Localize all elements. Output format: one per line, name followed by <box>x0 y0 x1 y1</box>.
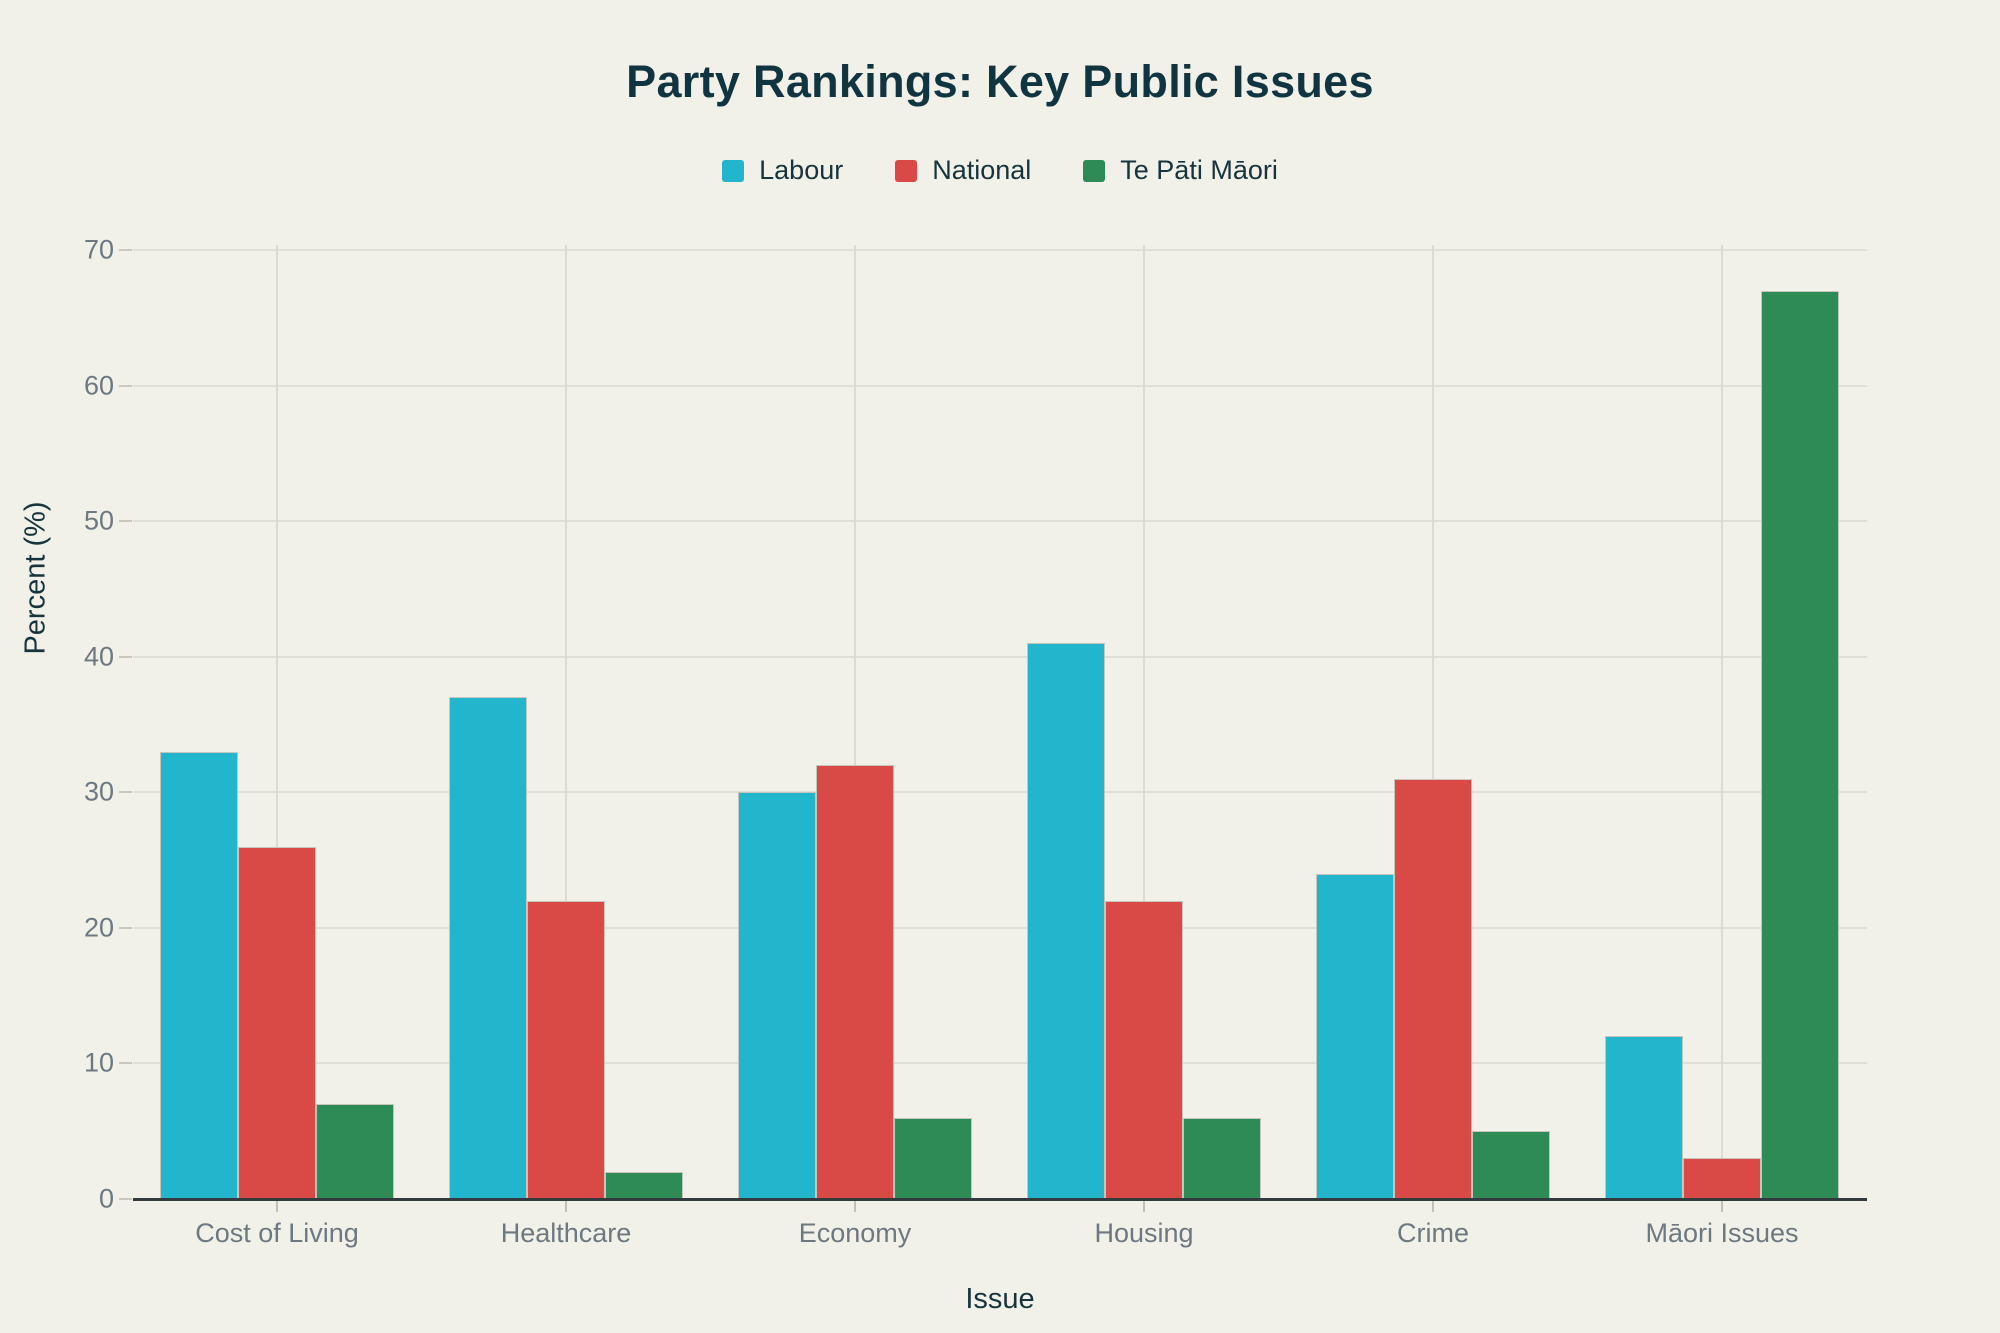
legend-label-national: National <box>932 155 1032 185</box>
legend-label-labour: Labour <box>759 155 844 185</box>
legend-label-te-pati-maori: Te Pāti Māori <box>1120 155 1278 185</box>
gridline-vertical-economy <box>854 245 856 1199</box>
legend-swatch-labour-icon <box>722 159 745 182</box>
y-axis-tick-40 <box>119 655 132 658</box>
x-axis-tick-crime <box>1432 1201 1434 1212</box>
gridline-vertical-cost-of-living <box>276 245 278 1199</box>
y-axis-tick-label-20: 20 <box>83 912 114 943</box>
y-axis-tick-label-60: 60 <box>83 370 114 401</box>
bar-te-pati-maori-maori-issues <box>1761 290 1839 1199</box>
chart-title: Party Rankings: Key Public Issues <box>626 56 1374 107</box>
legend-swatch-national-icon <box>895 159 918 182</box>
gridline-horizontal-50 <box>133 520 1867 523</box>
y-axis-tick-50 <box>119 520 132 523</box>
bar-labour-healthcare <box>449 697 527 1199</box>
bar-te-pati-maori-crime <box>1472 1131 1550 1199</box>
x-axis-tick-label-healthcare: Healthcare <box>500 1218 632 1248</box>
legend: Labour National Te Pāti Māori <box>0 155 2000 186</box>
x-axis-tick-healthcare <box>565 1201 567 1212</box>
y-axis-tick-0 <box>119 1198 132 1200</box>
y-axis-tick-label-0: 0 <box>98 1183 114 1214</box>
bar-national-maori-issues <box>1683 1158 1761 1199</box>
y-axis-tick-70 <box>119 249 132 251</box>
y-axis-tick-10 <box>119 1062 132 1065</box>
legend-item-te-pati-maori: Te Pāti Māori <box>1083 155 1278 186</box>
bar-labour-economy <box>738 792 816 1199</box>
bar-national-healthcare <box>527 900 605 1199</box>
x-axis-tick-label-maori-issues: Māori Issues <box>1645 1218 1799 1248</box>
bar-te-pati-maori-cost-of-living <box>316 1104 394 1199</box>
legend-item-labour: Labour <box>722 155 843 186</box>
y-axis-tick-label-30: 30 <box>83 776 114 807</box>
x-axis-title: Issue <box>965 1283 1035 1315</box>
x-axis-tick-label-housing: Housing <box>1094 1218 1194 1248</box>
bar-te-pati-maori-economy <box>894 1117 972 1199</box>
y-axis-tick-60 <box>119 384 132 387</box>
y-axis-tick-label-70: 70 <box>83 234 114 265</box>
gridline-horizontal-40 <box>133 655 1867 658</box>
y-axis-tick-30 <box>119 791 132 794</box>
gridline-vertical-housing <box>1143 245 1145 1199</box>
legend-item-national: National <box>895 155 1031 186</box>
gridline-horizontal-30 <box>133 791 1867 794</box>
y-axis-tick-label-50: 50 <box>83 505 114 536</box>
gridline-vertical-maori-issues <box>1721 245 1723 1199</box>
x-axis-line <box>133 1198 1867 1201</box>
bar-labour-housing <box>1027 643 1105 1199</box>
y-axis-tick-label-10: 10 <box>83 1047 114 1078</box>
gridline-vertical-healthcare <box>565 245 567 1199</box>
bar-te-pati-maori-healthcare <box>605 1171 683 1199</box>
bar-labour-maori-issues <box>1605 1036 1683 1199</box>
bar-national-housing <box>1105 900 1183 1199</box>
gridline-horizontal-60 <box>133 384 1867 387</box>
x-axis-tick-housing <box>1143 1201 1145 1212</box>
bar-national-cost-of-living <box>238 846 316 1199</box>
bar-te-pati-maori-housing <box>1183 1117 1261 1199</box>
gridline-horizontal-10 <box>133 1062 1867 1065</box>
y-axis-tick-label-40: 40 <box>83 641 114 672</box>
bar-national-economy <box>816 765 894 1199</box>
legend-swatch-te-pati-maori-icon <box>1083 159 1106 182</box>
x-axis-tick-cost-of-living <box>276 1201 278 1212</box>
x-axis-tick-label-economy: Economy <box>798 1218 912 1248</box>
x-axis-tick-label-cost-of-living: Cost of Living <box>195 1218 359 1248</box>
x-axis-tick-maori-issues <box>1721 1201 1723 1212</box>
y-axis-title: Percent (%) <box>19 501 52 655</box>
bar-labour-cost-of-living <box>160 751 238 1199</box>
bar-national-crime <box>1394 778 1472 1199</box>
x-axis-tick-label-crime: Crime <box>1397 1218 1469 1248</box>
gridline-horizontal-20 <box>133 926 1867 929</box>
gridline-horizontal-70 <box>133 249 1867 251</box>
x-axis-tick-economy <box>854 1201 856 1212</box>
gridline-vertical-crime <box>1432 245 1434 1199</box>
bar-labour-crime <box>1316 873 1394 1199</box>
y-axis-tick-20 <box>119 926 132 929</box>
